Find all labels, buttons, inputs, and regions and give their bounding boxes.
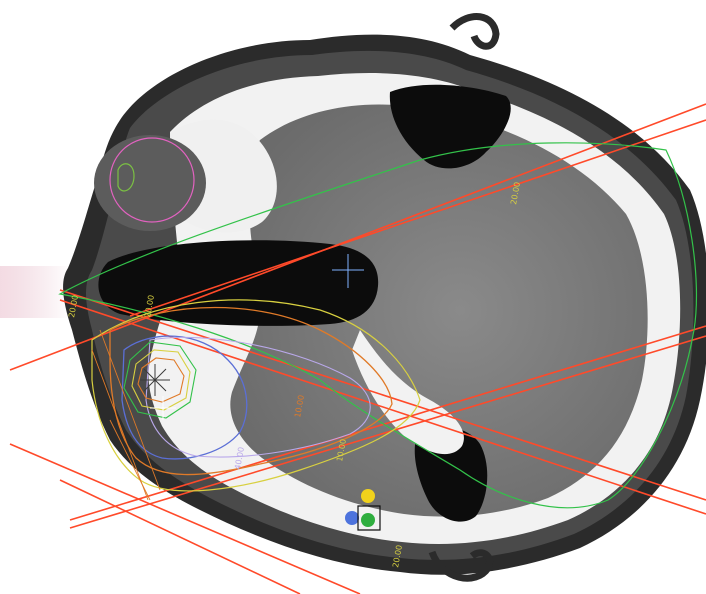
iso-label: 40.00 <box>233 446 246 470</box>
iso-label: 20.00 <box>509 181 522 205</box>
iso-label: 10.00 <box>293 394 306 418</box>
iso-label: 20.00 <box>143 294 156 318</box>
beam-line-2 <box>129 119 706 317</box>
beam-line-5 <box>69 325 706 521</box>
orbit <box>94 135 206 231</box>
marker-yellow <box>361 489 375 503</box>
skin-fade-artifact <box>0 266 70 318</box>
lens-contour <box>117 163 135 192</box>
iso-label: 20.00 <box>391 544 404 568</box>
beam-line-7 <box>9 443 361 594</box>
petrous-bone <box>352 330 464 455</box>
marker-green <box>361 513 375 527</box>
isodose-green-outer <box>58 142 698 509</box>
target-star <box>140 364 170 396</box>
beam-line-6 <box>69 335 706 529</box>
target-ring-3 <box>137 357 185 403</box>
ear-bottom <box>428 549 493 582</box>
ear-top <box>449 13 500 50</box>
isodose-lavender <box>145 336 371 458</box>
beam-line-1 <box>9 103 706 371</box>
target-ring-2 <box>131 349 191 411</box>
marker-blue <box>345 511 359 525</box>
isodose-orange <box>109 306 393 476</box>
iso-label: 10.00 <box>335 438 348 462</box>
isocenter-cross-lower <box>150 396 176 420</box>
brain <box>230 104 648 517</box>
isodose-labels: 20.00 20.00 20.00 10.00 40.00 10.00 20.0… <box>67 181 522 568</box>
orange-contours-left <box>91 329 161 501</box>
target-contours <box>123 341 197 419</box>
marker-bracket <box>357 505 381 531</box>
beam-lines <box>9 103 706 594</box>
eye-contour <box>109 137 195 223</box>
position-markers <box>345 489 381 531</box>
isodose-blue <box>121 335 248 460</box>
beam-line-3 <box>59 289 706 501</box>
target-ring-1 <box>123 341 197 419</box>
beam-line-8 <box>59 479 301 594</box>
iso-label: 20.00 <box>67 294 80 318</box>
isocenter-cross <box>332 254 364 288</box>
